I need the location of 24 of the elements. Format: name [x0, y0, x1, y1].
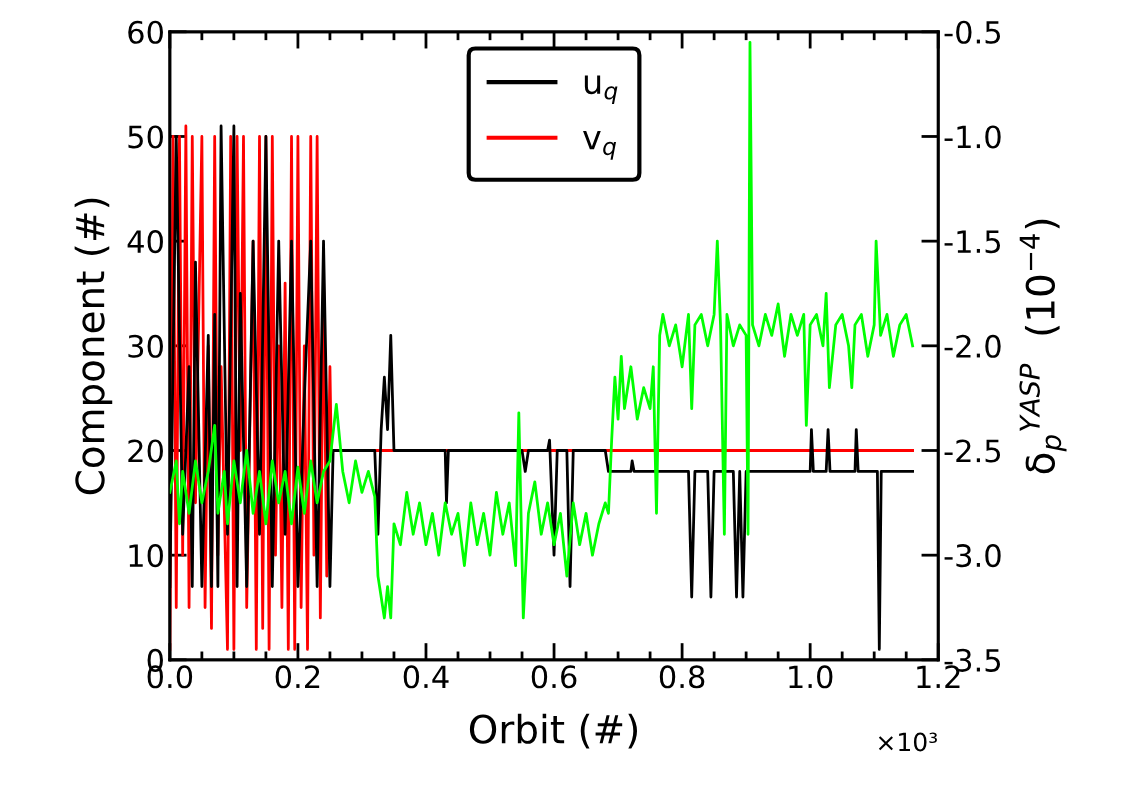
x-tick-label: 0.2 [275, 665, 320, 689]
x-tick-label: 0.8 [659, 665, 705, 689]
line-series [169, 40, 914, 620]
legend-label: v$_{q}$ [583, 131, 617, 160]
y-axis-title: Component (#) [74, 198, 113, 495]
y2-axis-title: δ$_{p}$$^{YASP}$ (10$^{−4}$) [1019, 219, 1067, 474]
y-tick-label: 20 [128, 439, 163, 463]
y-tick-label: 50 [128, 125, 163, 149]
x-tick-label: 0.6 [531, 665, 577, 689]
y2-tick-label: -0.5 [944, 20, 1001, 44]
text: ×10³ [878, 732, 937, 752]
y-tick-label: 10 [129, 544, 163, 568]
y-tick-label: 30 [128, 334, 163, 358]
y2-tick-label: -2.0 [944, 334, 1001, 358]
x-tick-label: 1.0 [789, 665, 833, 689]
x-tick-label: 0.4 [403, 665, 449, 689]
y2-tick-label: -3.0 [944, 544, 1001, 568]
y2-tick-label: -1.0 [944, 125, 1001, 149]
y-tick-label: 60 [128, 20, 163, 44]
legend-label: u$_{q}$ [584, 75, 618, 105]
y2-tick-label: -1.5 [944, 230, 1001, 254]
x-axis-title: Orbit (#) [469, 713, 638, 749]
y2-tick-label: -2.5 [944, 439, 1001, 463]
y-tick-label: 40 [127, 230, 163, 254]
